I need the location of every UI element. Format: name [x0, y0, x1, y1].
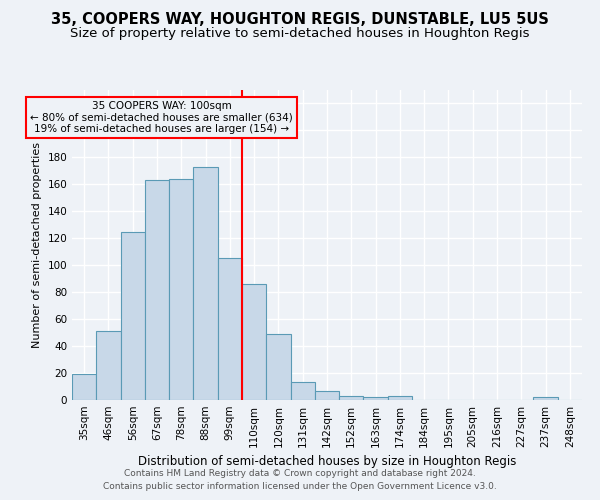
Bar: [388, 396, 412, 400]
Bar: [242, 284, 266, 400]
Bar: [121, 232, 145, 400]
Text: Contains HM Land Registry data © Crown copyright and database right 2024.: Contains HM Land Registry data © Crown c…: [124, 468, 476, 477]
Bar: [193, 167, 218, 400]
Text: 35 COOPERS WAY: 100sqm
← 80% of semi-detached houses are smaller (634)
19% of se: 35 COOPERS WAY: 100sqm ← 80% of semi-det…: [31, 101, 293, 134]
Bar: [315, 390, 339, 400]
Bar: [169, 179, 193, 400]
Text: Size of property relative to semi-detached houses in Houghton Regis: Size of property relative to semi-detach…: [70, 28, 530, 40]
Bar: [290, 382, 315, 400]
Bar: [145, 180, 169, 400]
Bar: [533, 398, 558, 400]
Bar: [72, 374, 96, 400]
Bar: [266, 334, 290, 400]
Bar: [364, 398, 388, 400]
Bar: [96, 332, 121, 400]
Bar: [218, 258, 242, 400]
Bar: [339, 396, 364, 400]
Y-axis label: Number of semi-detached properties: Number of semi-detached properties: [32, 142, 42, 348]
Text: Contains public sector information licensed under the Open Government Licence v3: Contains public sector information licen…: [103, 482, 497, 491]
X-axis label: Distribution of semi-detached houses by size in Houghton Regis: Distribution of semi-detached houses by …: [138, 456, 516, 468]
Text: 35, COOPERS WAY, HOUGHTON REGIS, DUNSTABLE, LU5 5US: 35, COOPERS WAY, HOUGHTON REGIS, DUNSTAB…: [51, 12, 549, 28]
